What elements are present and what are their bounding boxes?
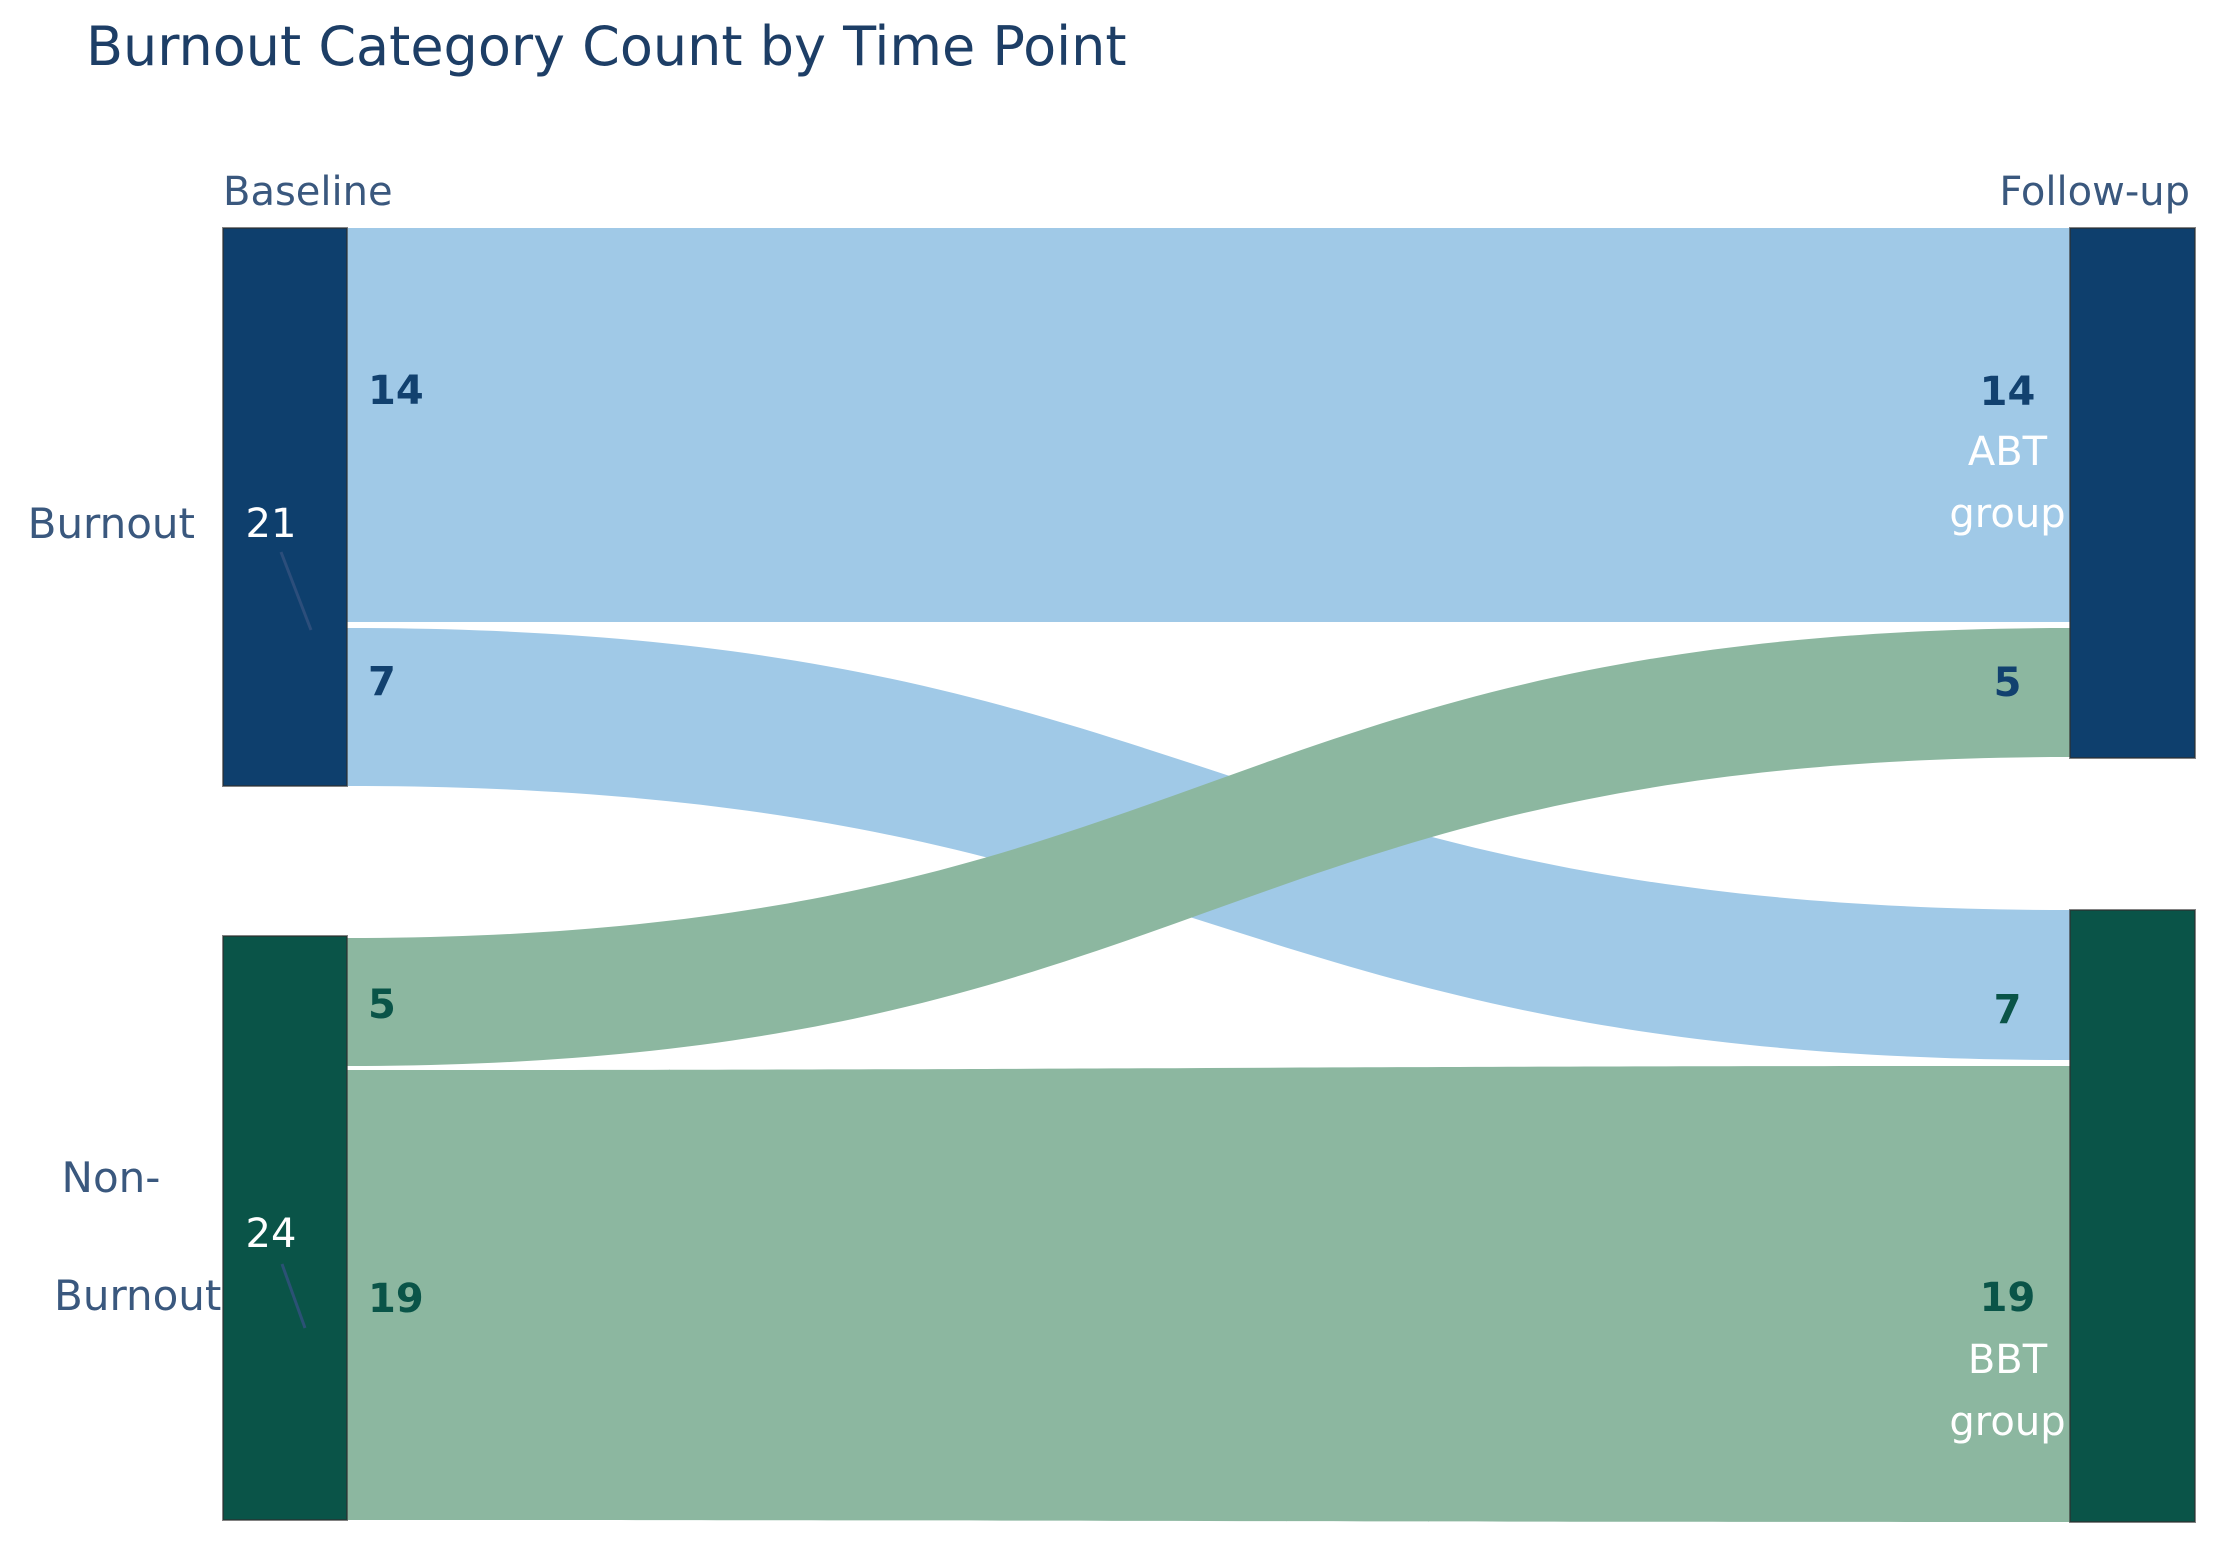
node-label-abt-line2: group [1949, 491, 2066, 537]
flow-value-burnout-abt-right: 14 [1979, 369, 2036, 415]
node-label-bbt-line1: BBT [1967, 1337, 2048, 1383]
flow-burnout-to-abt-group [347, 228, 2070, 622]
node-non-burnout [222, 935, 348, 1521]
flow-value-burnout-bbt-right: 7 [1993, 987, 2022, 1033]
node-bbt-group [2069, 909, 2196, 1523]
node-label-non-burnout-line2: Burnout [54, 1271, 222, 1320]
flow-non-burnout-to-abt-group [347, 628, 2070, 1066]
node-value-non-burnout: 24 [245, 1211, 297, 1257]
flow-value-nonburnout-abt-right: 5 [1993, 660, 2022, 706]
flow-non-burnout-to-bbt-group [347, 1066, 2070, 1522]
flow-value-nonburnout-bbt-right: 19 [1979, 1275, 2036, 1321]
node-label-non-burnout: Non- Burnout [0, 1148, 222, 1384]
node-label-abt-line1: ABT [1967, 429, 2048, 475]
flow-value-burnout-abt-left: 14 [368, 368, 424, 414]
chart-title: Burnout Category Count by Time Point [86, 15, 1127, 78]
flow-value-nonburnout-abt-left: 5 [368, 982, 396, 1028]
column-header-followup: Follow-up [1999, 169, 2190, 215]
node-label-bbt-line2: group [1949, 1399, 2066, 1445]
node-abt-group [2069, 227, 2196, 759]
flow-value-nonburnout-bbt-left: 19 [368, 1276, 424, 1322]
node-label-burnout: Burnout [27, 499, 195, 548]
node-value-leader-line [280, 1263, 307, 1329]
node-label-non-burnout-line1: Non- [61, 1153, 161, 1202]
column-header-baseline: Baseline [223, 169, 393, 215]
node-burnout [222, 227, 348, 787]
flow-value-burnout-bbt-left: 7 [368, 659, 396, 705]
node-value-burnout: 21 [245, 501, 297, 547]
node-value-leader-line [279, 551, 313, 631]
